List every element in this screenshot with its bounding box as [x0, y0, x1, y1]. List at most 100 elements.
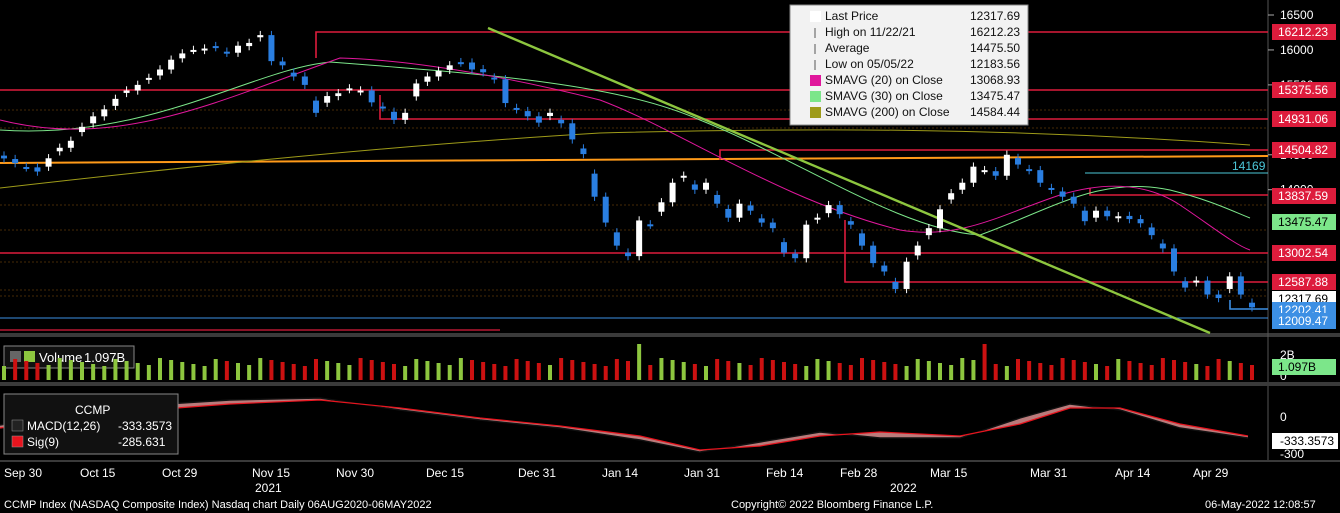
volume-bar	[648, 365, 653, 380]
candle-body	[402, 112, 409, 120]
volume-bar	[102, 366, 107, 380]
candle-body	[658, 202, 665, 212]
volume-bar	[893, 364, 898, 380]
resistance-line-14504	[719, 149, 1268, 160]
resistance-label-4: 13837.59	[1278, 189, 1328, 203]
volume-bar	[1194, 364, 1199, 380]
volume-y-tick: 2B	[1280, 348, 1295, 362]
x-tick-label-5: Dec 15	[426, 466, 464, 480]
macd-legend-title: CCMP	[75, 403, 110, 417]
volume-bar	[670, 360, 675, 380]
volume-bar	[826, 361, 831, 380]
volume-bar	[692, 364, 697, 380]
resistance-label-2-box	[1272, 111, 1336, 127]
candle-body	[925, 228, 932, 236]
candle-body	[992, 171, 999, 176]
volume-bar	[548, 365, 552, 380]
candle-body	[313, 100, 319, 113]
volume-bar	[1227, 361, 1232, 380]
legend-value-3: 12183.56	[970, 57, 1020, 71]
candle-body	[23, 167, 30, 170]
candle-body	[12, 159, 19, 164]
candle-body	[123, 90, 130, 93]
candle-body	[769, 222, 776, 229]
candle-body	[368, 90, 375, 103]
bottom-label: 12009.47	[1278, 314, 1328, 328]
resistance-label-2: 14931.06	[1278, 112, 1328, 126]
volume-bar	[447, 365, 452, 380]
candle-body	[981, 170, 988, 173]
candle-body	[101, 109, 108, 117]
x-tick-label-1: Oct 15	[80, 466, 116, 480]
volume-bar	[848, 365, 853, 380]
legend-background	[789, 4, 1029, 126]
legend-name-1: High on 11/22/21	[825, 25, 916, 39]
candle-body	[591, 173, 598, 197]
volume-bar	[1004, 366, 1009, 380]
volume-bar	[458, 358, 463, 380]
macd-last-box	[1272, 433, 1338, 449]
candle-body	[781, 242, 787, 253]
volume-bar	[1172, 360, 1176, 380]
candle-body	[157, 69, 163, 76]
x-tick-label-2: Oct 29	[162, 466, 198, 480]
volume-bar	[592, 364, 597, 380]
candle-body	[569, 123, 576, 140]
candle-body	[937, 209, 943, 229]
volume-y-zero: 0	[1280, 369, 1287, 383]
volume-bar	[993, 364, 998, 380]
volume-bar	[737, 363, 742, 380]
volume-bar	[882, 362, 887, 380]
candle-body	[847, 221, 854, 225]
volume-bar	[2, 366, 6, 380]
x-tick-label-8: Jan 31	[684, 466, 720, 480]
resistance-line-13837	[1089, 188, 1268, 196]
volume-bar	[191, 364, 196, 380]
candle-body	[535, 116, 542, 123]
volume-bar	[436, 363, 441, 380]
volume-bar	[80, 362, 84, 380]
candle-body	[179, 53, 186, 59]
volume-bar	[715, 359, 720, 380]
candle-body	[547, 112, 553, 116]
candle-body	[580, 148, 587, 155]
candle-body	[1237, 276, 1244, 295]
candle-body	[168, 59, 175, 70]
volume-bar	[403, 366, 408, 380]
resistance-label-6-box	[1272, 274, 1336, 290]
volume-legend-swatch	[24, 351, 35, 362]
macd-legend-swatch	[11, 419, 24, 432]
sma200-line	[0, 129, 1251, 189]
volume-bar	[1205, 366, 1210, 380]
volume-bar	[926, 361, 931, 380]
volume-bar	[57, 358, 62, 380]
volume-bar	[302, 366, 307, 380]
legend-name-0: Last Price	[825, 9, 879, 23]
volume-legend-icon	[10, 351, 21, 362]
candle-body	[1148, 227, 1155, 236]
legend-name-3: Low on 05/05/22	[825, 57, 914, 71]
volume-bar	[169, 360, 174, 380]
x-axis: Sep 30 Oct 15 Oct 29 Nov 15 Nov 30 Dec 15 Dec …	[4, 466, 1229, 495]
volume-bar	[425, 361, 430, 380]
volume-bar	[358, 358, 363, 380]
volume-bar	[258, 358, 263, 380]
volume-bar	[1160, 358, 1165, 380]
candle-body	[435, 70, 442, 77]
candle-body	[480, 69, 487, 73]
candle-body	[112, 98, 119, 106]
candle-body	[1037, 170, 1044, 183]
candle-body	[90, 116, 97, 124]
candle-body	[279, 61, 286, 66]
volume-bar	[492, 364, 497, 380]
volume-bar	[1127, 361, 1132, 380]
volume-bar	[626, 361, 630, 380]
sma30-label: 13475.47	[1278, 215, 1328, 229]
legend-name-5: SMAVG (30) on Close	[825, 89, 943, 103]
volume-bar	[1071, 360, 1076, 380]
candle-body	[1070, 196, 1077, 204]
candle-body	[56, 147, 63, 152]
volume-bar	[392, 364, 396, 380]
volume-bar	[804, 366, 809, 380]
